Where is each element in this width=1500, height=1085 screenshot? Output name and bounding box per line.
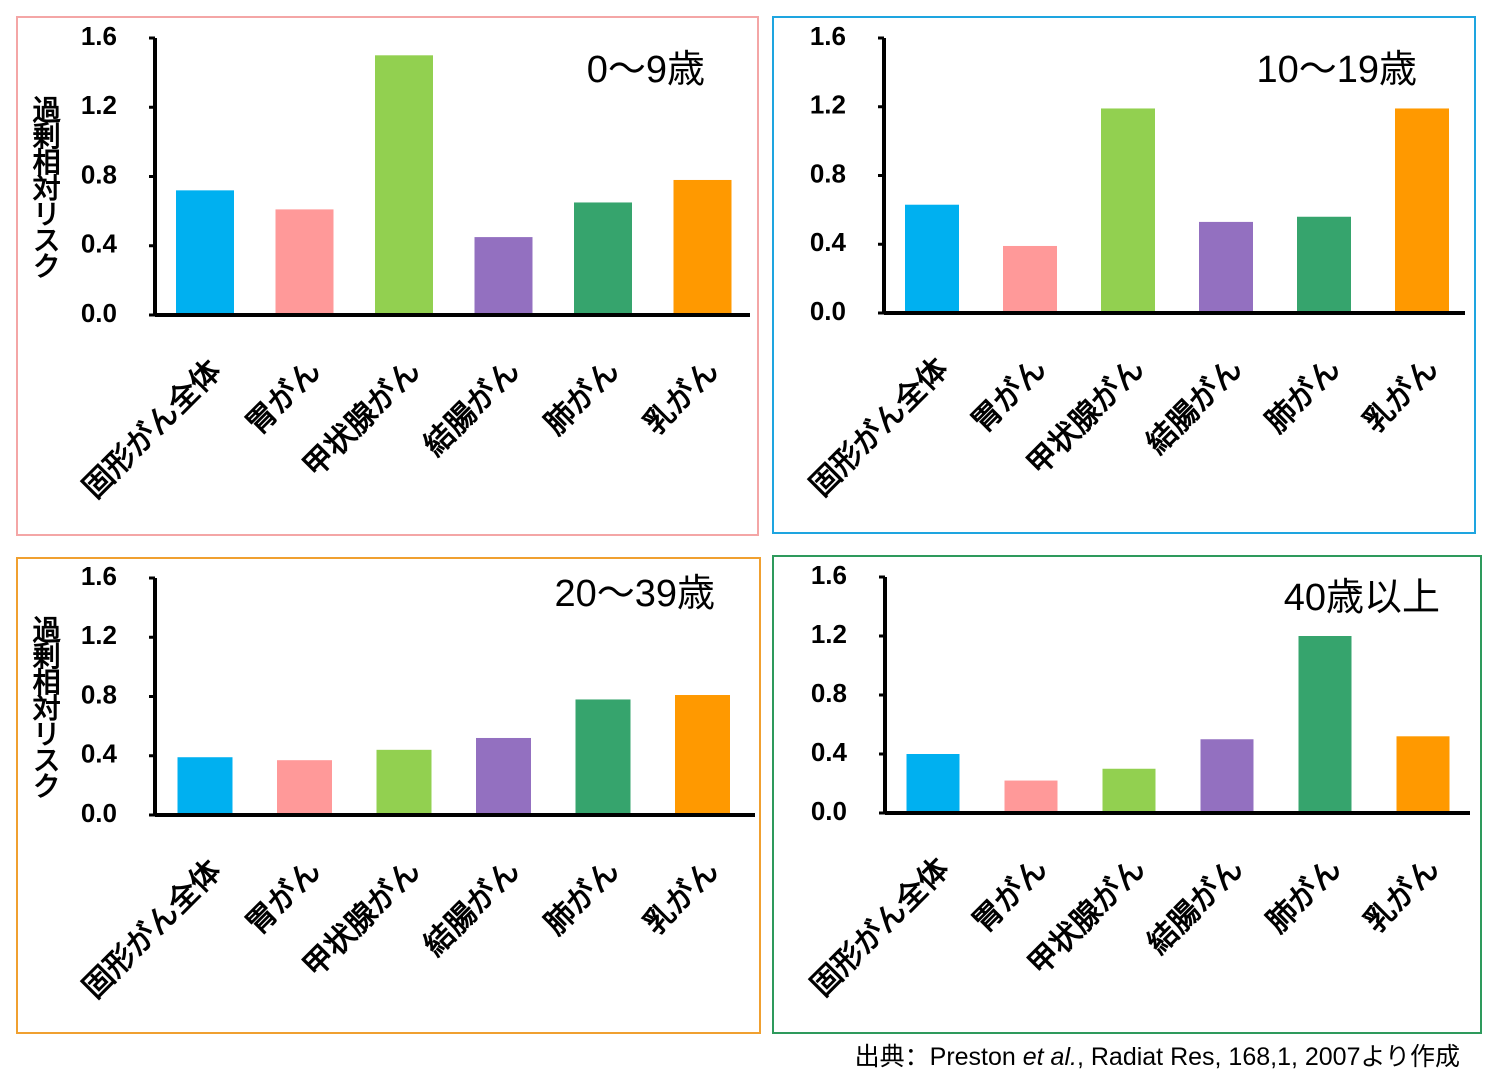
y-tick-label: 0.4 [81,229,118,259]
y-tick-label: 1.2 [810,90,846,120]
y-tick-label: 1.6 [810,21,846,51]
x-tick-label: 胃がん [965,352,1053,440]
bar [277,760,332,815]
y-tick-label: 1.6 [81,561,117,591]
y-tick-label: 0.0 [81,298,117,328]
x-tick-label: 胃がん [966,852,1054,940]
bar [575,699,631,815]
y-axis-label: 過剰相対リスク [30,95,62,278]
y-tick-label: 1.6 [81,21,117,51]
bar [906,754,960,813]
source-part: et al. [1023,1043,1077,1071]
x-tick-label: 胃がん [239,854,327,942]
bar [1199,221,1253,313]
y-axis-label: 過剰相対リスク [30,615,62,798]
bar [474,237,533,315]
x-tick-label: 肺がん [1260,852,1348,940]
y-tick-label: 0.8 [810,158,846,188]
panel-title: 20～39歳 [554,573,715,615]
source-part: 出典：Preston [855,1043,1023,1071]
y-tick-label: 0.0 [81,798,117,828]
y-tick-label: 0.0 [810,296,846,326]
bar [375,55,433,315]
bar [1396,736,1450,813]
x-tick-label: 肺がん [538,854,626,942]
y-tick-label: 0.4 [81,739,118,769]
y-tick-label: 0.8 [811,678,847,708]
bar [673,179,732,315]
panel-title: 40歳以上 [1284,577,1440,619]
x-tick-label: 肺がん [1259,352,1347,440]
x-tick-label: 固形がん全体 [804,851,956,1003]
panel-frame [772,16,1476,534]
x-tick-label: 乳がん [1358,852,1446,940]
panel-frame [16,16,759,536]
bar [476,737,531,815]
y-tick-label: 0.4 [810,227,847,257]
y-tick-label: 1.2 [811,619,847,649]
x-tick-label: 固形がん全体 [76,853,228,1005]
bar [1102,768,1156,813]
x-tick-label: 結腸がん [1141,852,1250,961]
panel-title: 0～9歳 [587,49,705,91]
bar [675,695,730,815]
bar [1200,739,1254,813]
source-part: , Radiat Res, 168,1, 2007より作成 [1077,1043,1460,1071]
panel-frame [16,557,761,1034]
bar [176,190,234,315]
bar [1395,108,1449,313]
bar [574,202,632,315]
x-tick-label: 固形がん全体 [803,351,955,503]
source-note: 出典：Preston et al., Radiat Res, 168,1, 20… [855,1043,1460,1071]
y-tick-label: 1.6 [811,560,847,590]
y-tick-label: 0.8 [81,159,117,189]
x-tick-label: 乳がん [1357,352,1445,440]
bar [1298,636,1352,813]
x-tick-label: 胃がん [239,354,327,442]
y-tick-label: 1.2 [81,620,117,650]
panel-title: 10～19歳 [1256,49,1417,91]
bar [275,209,334,315]
x-tick-label: 結腸がん [417,354,526,463]
bar [177,757,233,815]
bar [1297,216,1351,313]
x-tick-label: 結腸がん [417,854,526,963]
bar [376,749,432,815]
x-tick-label: 肺がん [538,354,626,442]
bar [1101,108,1155,313]
x-tick-label: 乳がん [637,354,725,442]
bar [1004,780,1058,813]
x-tick-label: 乳がん [637,854,725,942]
y-tick-label: 0.0 [811,796,847,826]
x-tick-label: 固形がん全体 [76,353,228,505]
bar [1003,245,1057,313]
panel-frame [772,555,1482,1034]
y-tick-label: 0.4 [811,737,848,767]
x-tick-label: 結腸がん [1140,352,1249,461]
y-tick-label: 1.2 [81,90,117,120]
y-tick-label: 0.8 [81,679,117,709]
bar [905,204,959,313]
